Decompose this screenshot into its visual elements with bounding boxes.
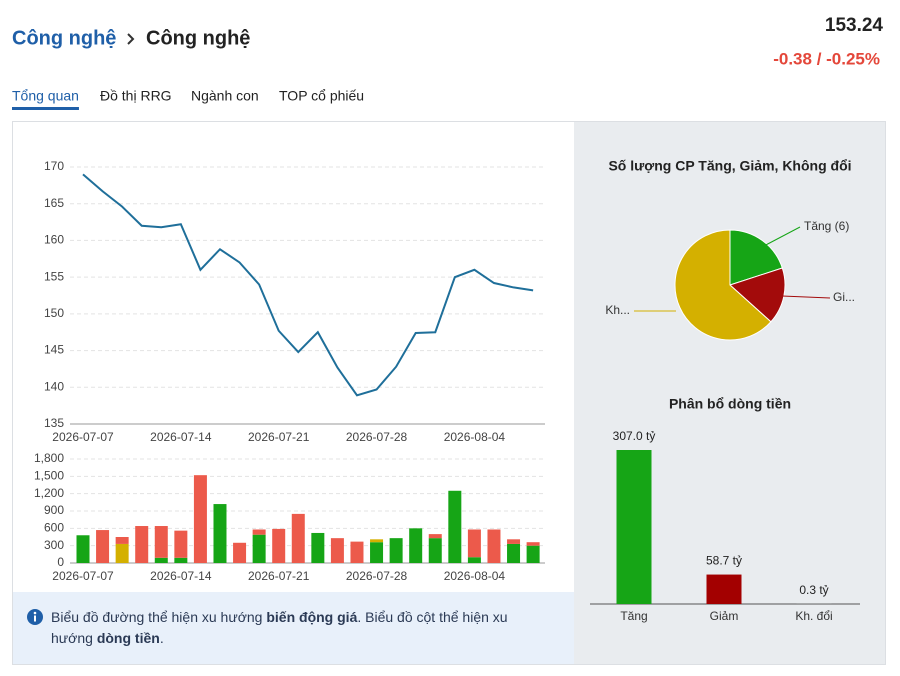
- tab-underline: [12, 107, 79, 110]
- y-tick-label: 165: [44, 196, 64, 210]
- y-tick-label: 155: [44, 269, 64, 283]
- volume-bar: [507, 539, 521, 544]
- volume-bar: [252, 534, 266, 563]
- y-tick-label: 140: [44, 379, 64, 393]
- volume-bar: [154, 557, 168, 563]
- info-icon: [27, 609, 43, 625]
- y-tick-label: 600: [44, 521, 64, 535]
- x-tick-label: Giảm: [710, 609, 739, 623]
- value-label: 307.0 tỷ: [613, 429, 656, 443]
- volume-bar: [252, 529, 266, 535]
- volume-bar: [467, 557, 481, 563]
- volume-bar: [311, 532, 325, 563]
- x-tick-label: 2026-07-07: [52, 569, 114, 583]
- volume-bar: [154, 526, 168, 558]
- note-part: Biểu đồ đường thể hiện xu hướng: [51, 609, 266, 625]
- volume-bar: [370, 539, 384, 543]
- volume-bar: [76, 535, 90, 563]
- volume-bar: [448, 490, 462, 563]
- volume-bar: [272, 528, 286, 563]
- leader-line: [761, 226, 801, 248]
- x-tick-label: 2026-07-28: [346, 430, 408, 444]
- note-text: Biểu đồ đường thể hiện xu hướng biến độn…: [51, 609, 508, 625]
- tab[interactable]: Tổng quan: [12, 88, 79, 104]
- volume-bar: [409, 528, 423, 563]
- note-part: hướng: [51, 630, 97, 646]
- y-tick-label: 135: [44, 416, 64, 430]
- note-part: biến động giá: [266, 609, 357, 625]
- note-part: dòng tiền: [97, 630, 160, 646]
- volume-bar: [193, 475, 207, 563]
- breadcrumb-separator: [127, 33, 135, 45]
- x-tick-label: 2026-08-04: [444, 430, 506, 444]
- price-change: -0.38 / -0.25%: [773, 49, 880, 68]
- y-tick-label: 900: [44, 503, 64, 517]
- flow-bar: [706, 574, 742, 604]
- volume-bar: [526, 545, 540, 563]
- volume-bar: [487, 529, 501, 563]
- x-tick-label: 2026-07-21: [248, 569, 310, 583]
- y-tick-label: 1,200: [34, 486, 64, 500]
- volume-bar: [467, 529, 481, 558]
- volume-bar: [135, 526, 149, 563]
- volume-bar: [174, 530, 188, 558]
- x-tick-label: 2026-07-07: [52, 430, 114, 444]
- x-tick-label: 2026-07-21: [248, 430, 310, 444]
- x-tick-label: 2026-07-14: [150, 569, 212, 583]
- note-part: . Biểu đồ cột thể hiện xu: [357, 609, 507, 625]
- slice-label: Kh...: [605, 303, 630, 317]
- tab[interactable]: Ngành con: [191, 88, 259, 104]
- tab[interactable]: Đồ thị RRG: [100, 88, 172, 104]
- volume-bar: [115, 537, 129, 544]
- y-tick-label: 0: [57, 555, 64, 569]
- y-tick-label: 160: [44, 233, 64, 247]
- x-tick-label: Tăng: [620, 609, 647, 623]
- x-tick-label: 2026-08-04: [444, 569, 506, 583]
- y-tick-label: 170: [44, 159, 64, 173]
- tab[interactable]: TOP cổ phiếu: [279, 88, 364, 104]
- volume-bar: [291, 513, 305, 563]
- volume-bar: [233, 542, 247, 563]
- value-label: 58.7 tỷ: [706, 554, 742, 568]
- chart-title: Số lượng CP Tăng, Giảm, Không đổi: [608, 158, 851, 174]
- volume-bar: [507, 543, 521, 563]
- y-tick-label: 145: [44, 343, 64, 357]
- note-box: [13, 592, 574, 664]
- leader-line: [781, 295, 831, 299]
- price: 153.24: [825, 15, 884, 36]
- volume-bar: [174, 557, 188, 563]
- x-tick-label: 2026-07-28: [346, 569, 408, 583]
- volume-bar: [350, 541, 364, 563]
- breadcrumb-current: Công nghệ: [146, 27, 250, 49]
- volume-bar: [428, 538, 442, 563]
- note-text: hướng dòng tiền.: [51, 630, 164, 646]
- pie-slice: [729, 229, 783, 286]
- volume-bar: [526, 542, 540, 546]
- breadcrumb-parent[interactable]: Công nghệ: [12, 27, 116, 49]
- flow-bar: [616, 450, 652, 604]
- value-label: 0.3 tỷ: [799, 583, 828, 597]
- y-tick-label: 150: [44, 306, 64, 320]
- volume-bar: [115, 543, 129, 563]
- pie-slice: [674, 229, 772, 341]
- volume-bar: [389, 538, 403, 563]
- chart-title: Phân bổ dòng tiền: [669, 396, 791, 412]
- note-part: .: [160, 630, 164, 646]
- price-line: [82, 173, 534, 397]
- volume-bar: [96, 530, 110, 563]
- y-tick-label: 1,500: [34, 469, 64, 483]
- y-tick-label: 1,800: [34, 451, 64, 465]
- volume-bar: [330, 538, 344, 563]
- x-tick-label: 2026-07-14: [150, 430, 212, 444]
- volume-bar: [370, 542, 384, 563]
- slice-label: Tăng (6): [804, 219, 849, 233]
- x-tick-label: Kh. đổi: [795, 609, 832, 623]
- slice-label: Gi...: [833, 290, 855, 304]
- volume-bar: [213, 504, 227, 563]
- y-tick-label: 300: [44, 538, 64, 552]
- volume-bar: [428, 534, 442, 539]
